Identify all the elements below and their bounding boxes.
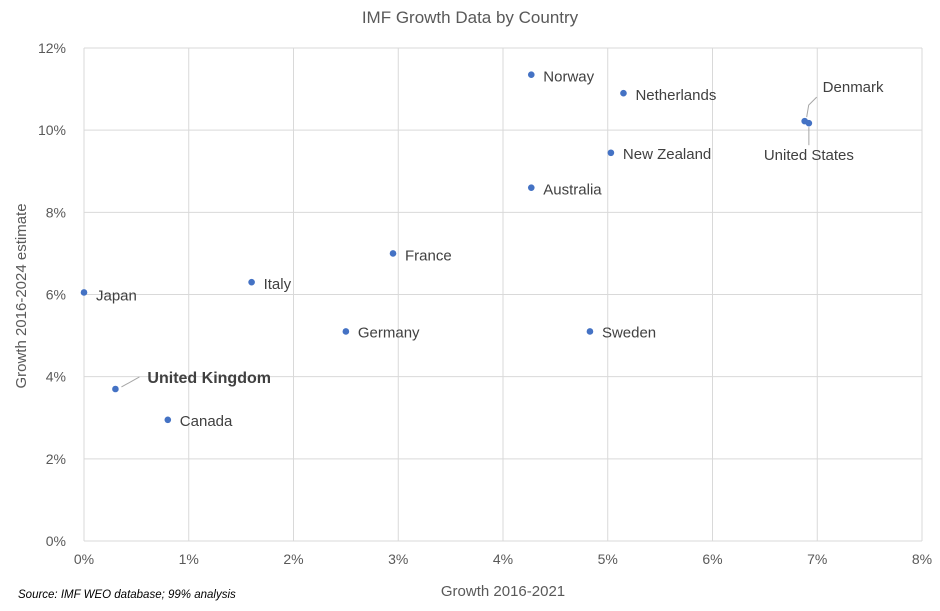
leader-line-denmark bbox=[806, 96, 818, 118]
x-tick-label: 5% bbox=[598, 551, 618, 567]
point-label-sweden: Sweden bbox=[602, 324, 656, 341]
chart-title: IMF Growth Data by Country bbox=[362, 8, 579, 27]
data-point-france bbox=[389, 250, 397, 257]
x-tick-label: 3% bbox=[388, 551, 408, 567]
data-point-united-states bbox=[805, 119, 813, 127]
y-tick-label: 8% bbox=[46, 204, 66, 220]
x-tick-label: 6% bbox=[702, 551, 722, 567]
point-label-japan: Japan bbox=[96, 287, 137, 304]
point-label-italy: Italy bbox=[264, 276, 292, 293]
point-labels: Japan United Kingdom Canada Italy Germany Fra… bbox=[96, 69, 884, 430]
data-points bbox=[80, 71, 813, 424]
data-point-japan bbox=[80, 289, 88, 296]
y-tick-label: 4% bbox=[46, 369, 66, 385]
point-label-canada: Canada bbox=[180, 413, 233, 430]
point-label-germany: Germany bbox=[358, 324, 420, 341]
y-tick-label: 6% bbox=[46, 287, 66, 303]
y-axis-title: Growth 2016-2024 estimate bbox=[13, 203, 30, 388]
data-point-new-zealand bbox=[607, 149, 615, 157]
point-label-norway: Norway bbox=[543, 69, 594, 86]
point-label-france: France bbox=[405, 247, 452, 264]
y-tick-label: 12% bbox=[38, 40, 66, 56]
x-tick-label: 2% bbox=[283, 551, 303, 567]
x-tick-label: 1% bbox=[179, 551, 199, 567]
data-point-netherlands bbox=[620, 89, 627, 97]
point-label-united-states: United States bbox=[764, 147, 854, 164]
gridlines bbox=[83, 47, 923, 542]
x-tick-label: 4% bbox=[493, 551, 513, 567]
x-axis-title: Growth 2016-2021 bbox=[441, 583, 565, 600]
x-tick-label: 0% bbox=[74, 551, 94, 567]
data-point-sweden bbox=[586, 328, 594, 335]
point-label-netherlands: Netherlands bbox=[635, 87, 716, 104]
point-label-denmark: Denmark bbox=[823, 79, 884, 96]
source-note: Source: IMF WEO database; 99% analysis bbox=[18, 589, 236, 601]
y-tick-label: 0% bbox=[46, 533, 66, 549]
y-tick-label: 2% bbox=[46, 451, 66, 467]
y-tick-label: 10% bbox=[38, 122, 66, 138]
point-label-united-kingdom: United Kingdom bbox=[147, 370, 271, 387]
data-point-australia bbox=[527, 184, 535, 191]
leader-line-united-kingdom bbox=[121, 376, 140, 388]
data-point-italy bbox=[248, 278, 255, 286]
data-point-canada bbox=[164, 416, 172, 424]
data-point-germany bbox=[342, 328, 350, 335]
point-label-new-zealand: New Zealand bbox=[623, 146, 711, 163]
x-tick-label: 8% bbox=[912, 551, 932, 567]
point-label-australia: Australia bbox=[543, 182, 602, 199]
tick-labels: 0% 1% 2% 3% 4% 5% 6% 7% 8% 0% 2% 4% 6% 8% 10% 12% bbox=[38, 40, 932, 567]
data-point-united-kingdom bbox=[112, 385, 119, 393]
leader-lines bbox=[121, 96, 818, 388]
x-tick-label: 7% bbox=[807, 551, 827, 567]
data-point-norway bbox=[527, 71, 535, 79]
